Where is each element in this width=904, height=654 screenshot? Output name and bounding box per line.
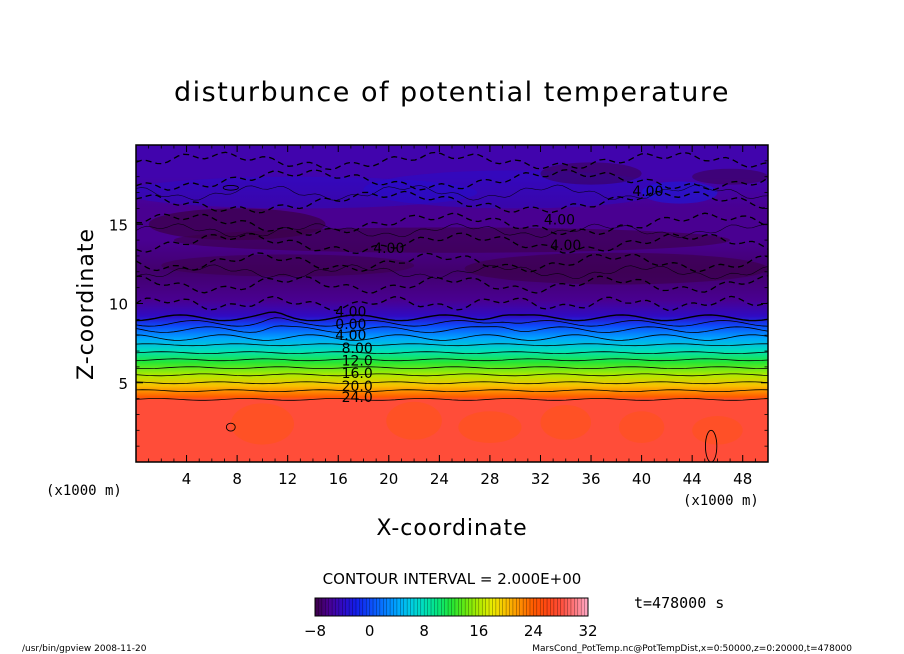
closed-contour <box>225 422 236 432</box>
y-tick-label: 5 <box>118 375 128 393</box>
contour-line-negative <box>136 295 768 312</box>
contour-label: 4.00 <box>335 328 366 344</box>
y-axis: 5 10 15 <box>109 160 768 447</box>
contour-line <box>136 334 768 341</box>
contour-line <box>136 325 768 333</box>
contour-label: 4.00 <box>550 238 581 254</box>
x-unit-left: (x1000 m) <box>46 483 122 499</box>
contour-line-negative <box>136 212 768 236</box>
contour-line <box>136 389 768 393</box>
colorbar-tick-label: 8 <box>419 622 429 640</box>
contour-line-negative <box>136 169 768 191</box>
field-blob <box>692 168 768 185</box>
colorbar-ticks: −8 0 8 16 24 32 <box>304 622 598 640</box>
x-tick-label: 12 <box>278 470 297 488</box>
contour-line-negative <box>136 252 768 273</box>
contour-label: 4.00 <box>335 304 366 320</box>
field-blob <box>230 403 294 445</box>
contour-label: 4.00 <box>632 184 663 200</box>
contour-line <box>136 381 768 385</box>
contour-labels: 24.020.016.012.08.004.000.004.004.004.00… <box>335 184 663 406</box>
field-structures <box>136 162 768 445</box>
contour-label: 12.0 <box>342 354 373 370</box>
x-tick-label: 40 <box>632 470 651 488</box>
x-tick-label: 48 <box>733 470 752 488</box>
field-blob <box>386 401 442 440</box>
colorbar-tick-label: −8 <box>304 622 326 640</box>
contour-line <box>136 343 768 347</box>
x-tick-label: 4 <box>182 470 192 488</box>
footer-left: /usr/bin/gpview 2008-11-20 <box>22 644 147 654</box>
contour-line <box>136 311 768 322</box>
field-blob <box>540 162 642 185</box>
contour-line <box>136 264 768 280</box>
contour-label: 0.00 <box>335 317 366 333</box>
x-tick-label: 8 <box>232 470 242 488</box>
colorbar-stripes <box>318 598 585 616</box>
field-blob <box>540 404 592 440</box>
time-label: t=478000 s <box>634 594 724 612</box>
y-tick-label: 10 <box>109 296 128 314</box>
contour-lines <box>136 151 768 462</box>
contour-line <box>136 317 768 327</box>
contour-label: 8.00 <box>342 341 373 357</box>
colorbar-tick-label: 32 <box>578 622 597 640</box>
field-blob <box>692 416 743 445</box>
contour-line <box>136 373 768 377</box>
x-axis: 4 8 12 16 20 24 28 32 36 40 44 48 <box>148 145 756 488</box>
contour-line <box>136 351 768 355</box>
contour-label: 20.0 <box>342 379 373 395</box>
contour-label: 24.0 <box>342 390 373 406</box>
x-tick-label: 36 <box>581 470 600 488</box>
colorbar-tick-label: 0 <box>365 622 375 640</box>
contour-line <box>136 184 768 201</box>
contour-label: 16.0 <box>342 366 373 382</box>
closed-contour <box>222 184 239 191</box>
field-blob <box>618 411 665 443</box>
field-blob <box>136 176 478 209</box>
contour-line <box>136 397 768 401</box>
colorbar-frame <box>314 597 589 617</box>
x-tick-label: 16 <box>329 470 348 488</box>
contour-line <box>136 223 768 238</box>
x-axis-label: X-coordinate <box>376 516 527 541</box>
contour-interval-label: CONTOUR INTERVAL = 2.000E+00 <box>323 570 582 588</box>
contour-line-negative <box>136 275 768 294</box>
contour-label: 4.00 <box>544 212 575 228</box>
field-blob <box>641 181 718 204</box>
colorbar-tick-label: 16 <box>469 622 488 640</box>
contour-line-negative <box>136 232 768 255</box>
field-blob <box>458 411 522 443</box>
contour-line <box>136 366 768 369</box>
x-tick-label: 44 <box>683 470 702 488</box>
footer-right: MarsCond_PotTemp.nc@PotTempDist,x=0:5000… <box>532 644 852 654</box>
x-unit-right: (x1000 m) <box>683 493 759 509</box>
contour-line-negative <box>136 190 768 214</box>
contour-line-negative <box>136 151 768 171</box>
colorbar-tick-label: 24 <box>524 622 543 640</box>
field-blob <box>464 252 768 285</box>
x-tick-label: 32 <box>531 470 550 488</box>
y-axis-label: Z-coordinate <box>74 228 99 380</box>
x-tick-label: 20 <box>379 470 398 488</box>
colorbar: −8 0 8 16 24 32 <box>304 597 598 640</box>
plot-area: 24.020.016.012.08.004.000.004.004.004.00… <box>135 144 769 463</box>
contour-label: 4.00 <box>373 241 404 257</box>
field-blob <box>173 227 731 253</box>
chart-title: disturbunce of potential temperature <box>174 77 730 108</box>
y-tick-label: 15 <box>109 216 128 234</box>
x-tick-label: 28 <box>480 470 499 488</box>
x-tick-label: 24 <box>430 470 449 488</box>
contour-line <box>136 358 768 362</box>
